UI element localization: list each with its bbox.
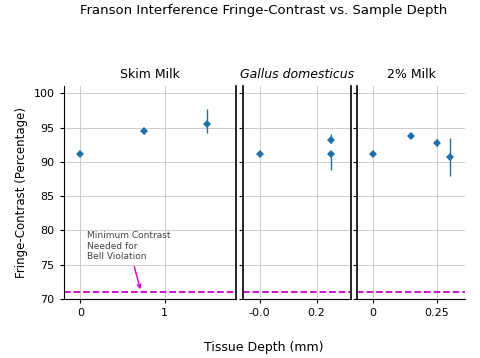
- Title: Gallus domesticus: Gallus domesticus: [240, 68, 354, 81]
- Title: Skim Milk: Skim Milk: [120, 68, 180, 81]
- Text: Franson Interference Fringe-Contrast vs. Sample Depth: Franson Interference Fringe-Contrast vs.…: [80, 4, 448, 16]
- Y-axis label: Fringe-Contrast (Percentage): Fringe-Contrast (Percentage): [15, 107, 28, 278]
- Text: Minimum Contrast
Needed for
Bell Violation: Minimum Contrast Needed for Bell Violati…: [87, 231, 171, 288]
- Title: 2% Milk: 2% Milk: [386, 68, 435, 81]
- Text: Tissue Depth (mm): Tissue Depth (mm): [204, 342, 324, 354]
